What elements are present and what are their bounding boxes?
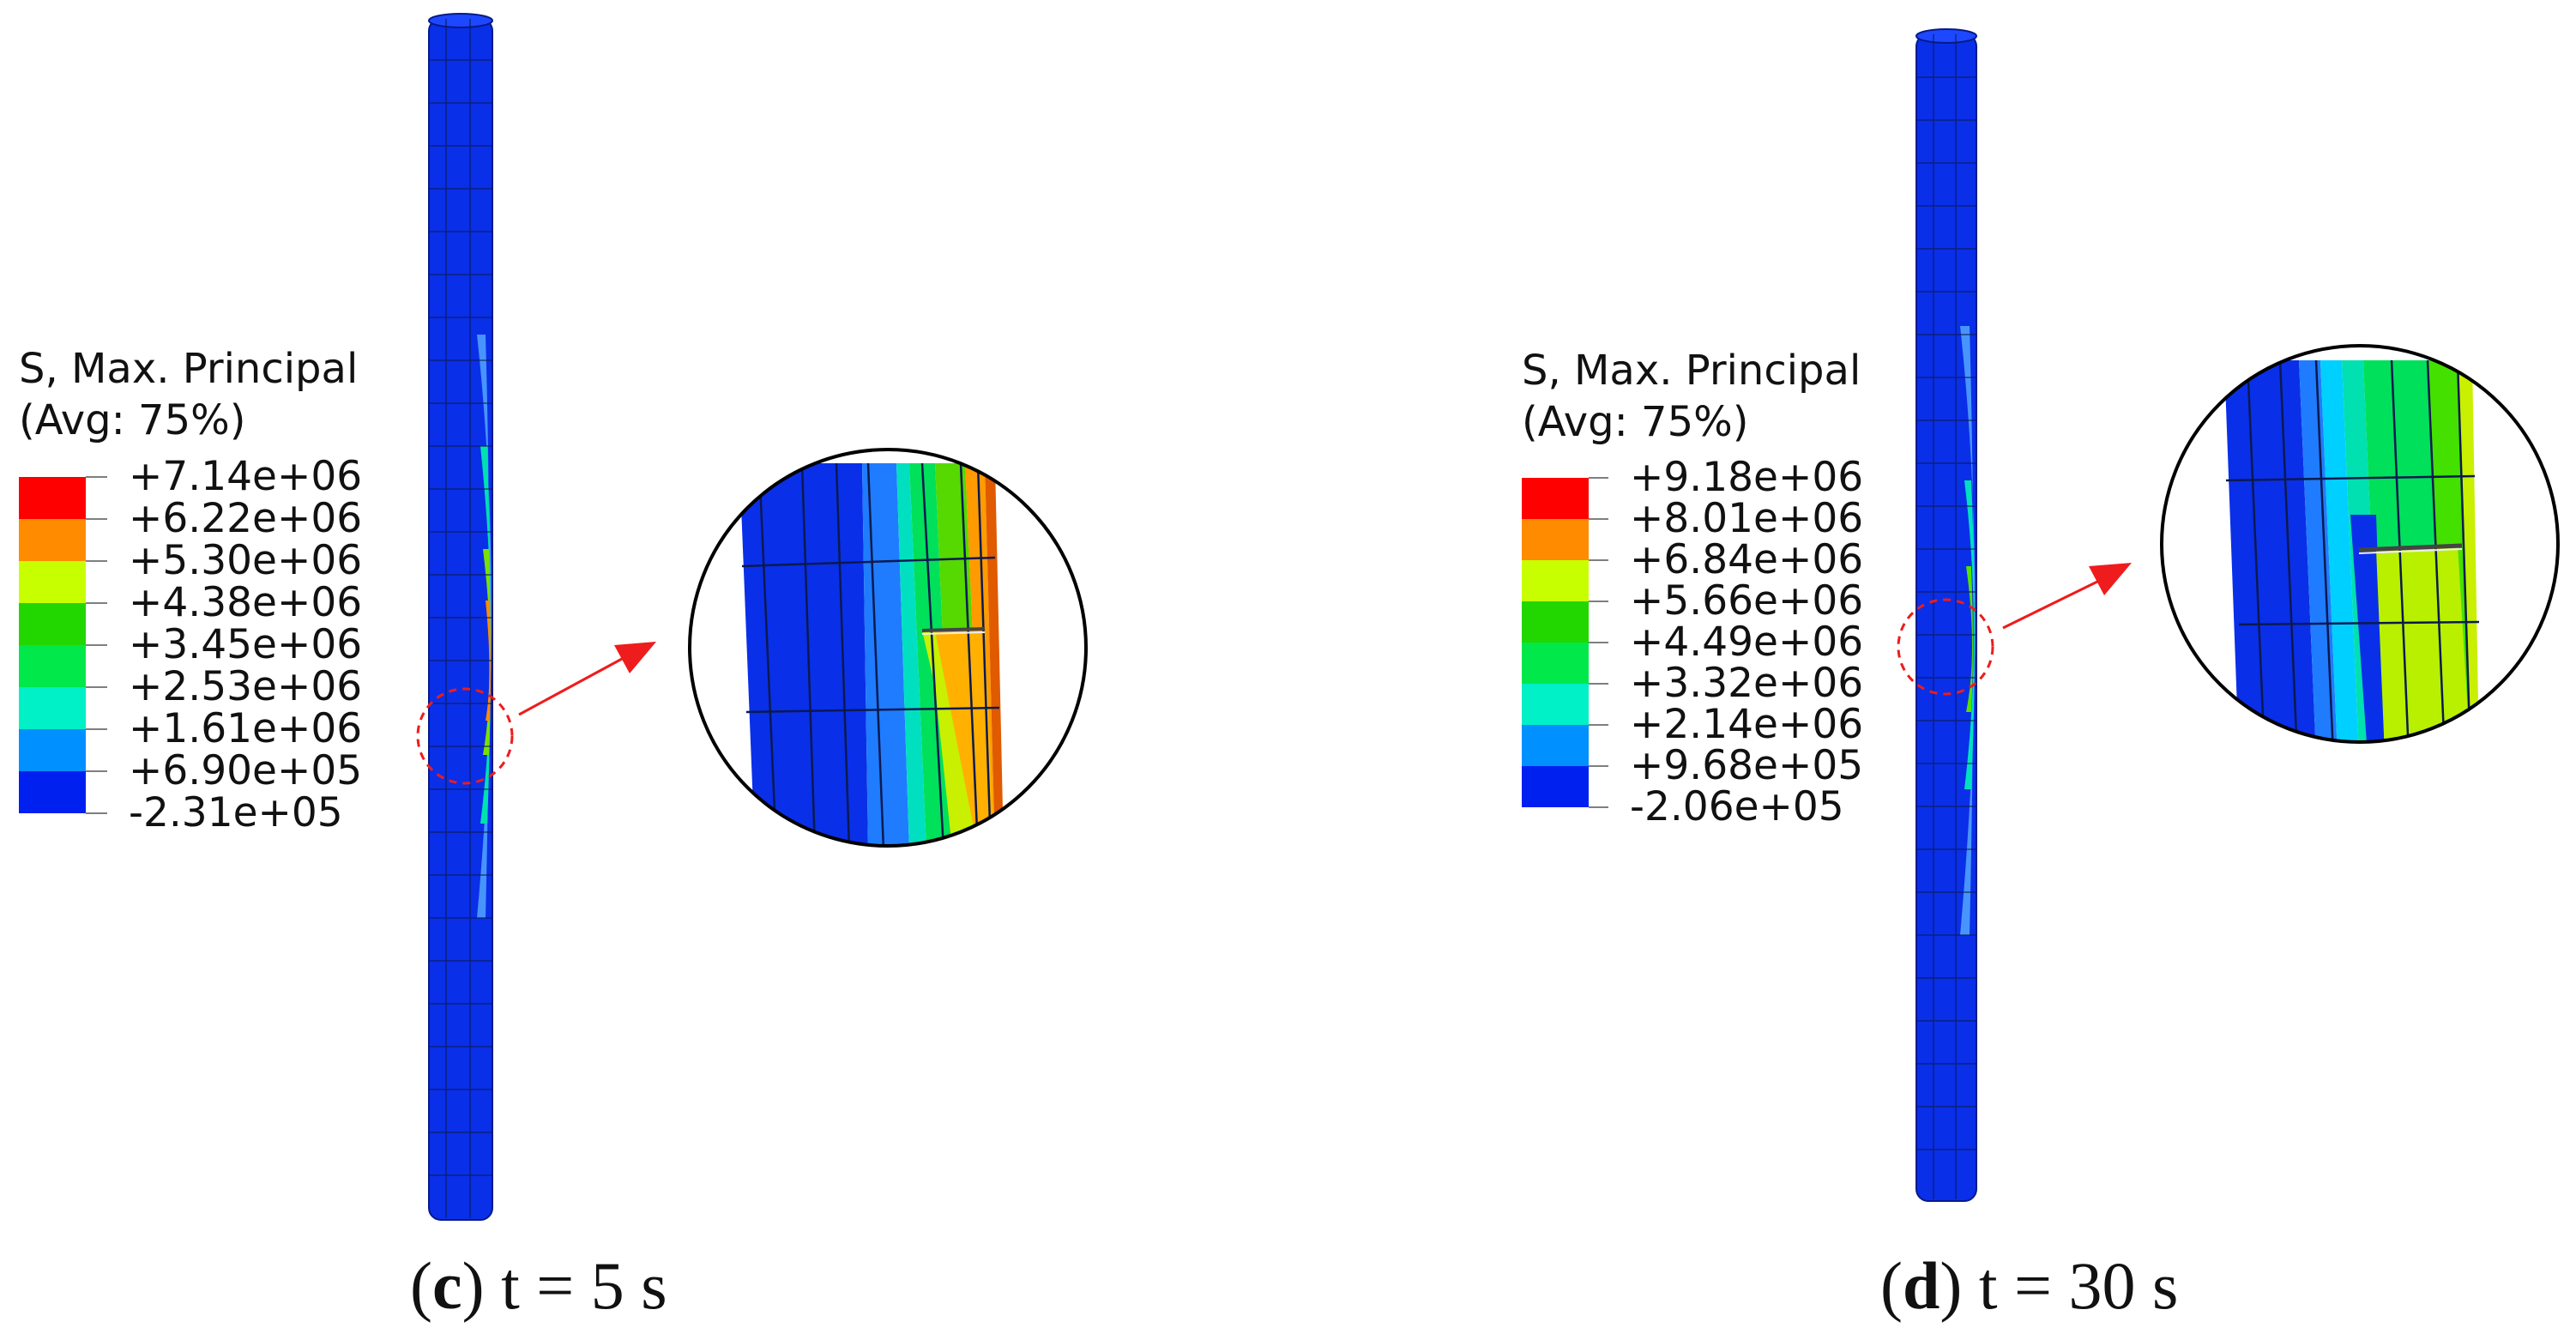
legend-value: +7.14e+06 [129, 453, 363, 500]
caption-text: t = 5 s [501, 1248, 667, 1323]
legend-subtitle: (Avg: 75%) [19, 396, 246, 444]
legend-value: +9.18e+06 [1630, 454, 1864, 501]
caption-letter: c [431, 1248, 462, 1323]
caption-letter: d [1902, 1248, 1940, 1323]
legend-value: +6.84e+06 [1630, 536, 1864, 583]
cylinder-column [1915, 28, 1977, 1202]
cylinder-column [428, 13, 493, 1221]
legend-colorbar [19, 476, 107, 814]
panel-c: S, Max. Principal (Avg: 75%) +7.14e+06 +… [0, 0, 1287, 1334]
legend-value: +9.68e+05 [1630, 742, 1864, 789]
magnified-view [690, 450, 1086, 846]
legend-subtitle: (Avg: 75%) [1522, 398, 1749, 446]
caption-c: (c) t = 5 s [410, 1248, 667, 1323]
legend-title: S, Max. Principal [1522, 347, 1861, 395]
legend-value: +1.61e+06 [129, 705, 363, 752]
panel-d: S, Max. Principal (Avg: 75%) +9.18e+06 +… [1493, 0, 2576, 1334]
legend-value: +4.49e+06 [1630, 619, 1864, 666]
legend-value: +8.01e+06 [1630, 495, 1864, 542]
fe-model-c [19, 13, 1088, 1221]
caption-d: (d) t = 30 s [1880, 1248, 2179, 1323]
crack-marker-circle [416, 687, 514, 785]
legend-value: +2.53e+06 [129, 663, 363, 710]
legend-value: +5.66e+06 [1630, 577, 1864, 625]
legend-value: +6.90e+05 [129, 747, 363, 794]
caption-text: t = 30 s [1978, 1248, 2179, 1323]
legend-value: +6.22e+06 [129, 495, 363, 542]
legend-colorbar [1522, 477, 1608, 808]
legend-value: +4.38e+06 [129, 579, 363, 626]
crack-marker-circle [1897, 598, 1994, 696]
legend-value: +3.45e+06 [129, 621, 363, 668]
legend-value: +5.30e+06 [129, 537, 363, 584]
callout-arrow [2002, 563, 2132, 630]
fe-model-d [1522, 28, 2560, 1202]
legend-value: -2.06e+05 [1630, 783, 1844, 830]
legend-value: -2.31e+05 [129, 789, 343, 836]
legend-title: S, Max. Principal [19, 345, 359, 393]
callout-arrow [518, 642, 656, 716]
legend-value: +2.14e+06 [1630, 701, 1864, 748]
legend-value: +3.32e+06 [1630, 660, 1864, 707]
magnified-view [2162, 346, 2558, 742]
